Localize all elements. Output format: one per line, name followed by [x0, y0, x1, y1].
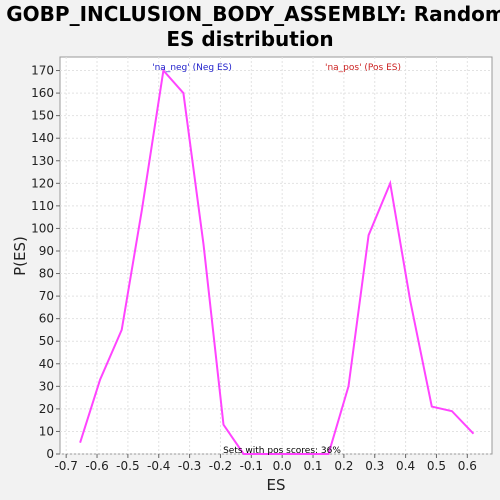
annotation-pos: 'na_pos' (Pos ES)	[325, 63, 401, 73]
y-tick-label: 140	[31, 131, 54, 145]
x-tick-label: -0.2	[209, 459, 232, 473]
x-tick-label: 0.4	[396, 459, 415, 473]
y-tick-label: 150	[31, 109, 54, 123]
y-tick-label: 10	[39, 424, 54, 438]
y-axis-ticks: 0 10 20 30 40 50 60 70 80 90 100 110 120 130 140 150 160…	[31, 64, 60, 461]
y-tick-label: 110	[31, 199, 54, 213]
y-tick-label: 120	[31, 176, 54, 190]
y-tick-label: 70	[39, 289, 54, 303]
y-tick-label: 60	[39, 312, 54, 326]
y-tick-label: 130	[31, 154, 54, 168]
x-tick-label: -0.3	[178, 459, 201, 473]
x-tick-label: -0.5	[116, 459, 139, 473]
x-tick-label: 0.5	[427, 459, 446, 473]
chart-title-line2: ES distribution	[166, 27, 333, 51]
x-tick-label: 0.2	[334, 459, 353, 473]
x-tick-label: 0.1	[303, 459, 322, 473]
plot-area	[59, 56, 493, 455]
y-tick-label: 90	[39, 244, 54, 258]
x-axis-ticks: -0.7 -0.6 -0.5 -0.4 -0.3 -0.2 -0.1 0.0 0.1 0.2 0.3…	[54, 454, 477, 473]
y-tick-label: 30	[39, 379, 54, 393]
y-tick-label: 40	[39, 357, 54, 371]
x-tick-label: 0.6	[458, 459, 477, 473]
chart-title-line1: GOBP_INCLUSION_BODY_ASSEMBLY: Random	[6, 2, 500, 26]
y-tick-label: 20	[39, 402, 54, 416]
x-tick-label: -0.7	[54, 459, 77, 473]
grid	[60, 57, 492, 455]
y-tick-label: 160	[31, 86, 54, 100]
x-tick-label: -0.4	[147, 459, 170, 473]
y-tick-label: 50	[39, 334, 54, 348]
x-tick-label: -0.1	[240, 459, 263, 473]
annotation-neg: 'na_neg' (Neg ES)	[152, 63, 232, 73]
y-tick-label: 100	[31, 221, 54, 235]
series-group	[79, 68, 475, 455]
y-tick-label: 170	[31, 64, 54, 78]
annotation-bottom: Sets with pos scores: 36%	[223, 446, 341, 456]
y-tick-label: 0	[46, 447, 54, 461]
y-axis-label: P(ES)	[11, 236, 29, 276]
series-line	[79, 68, 475, 455]
x-tick-label: 0.3	[365, 459, 384, 473]
x-tick-label: 0.0	[273, 459, 292, 473]
y-tick-label: 80	[39, 267, 54, 281]
x-axis-label: ES	[267, 476, 286, 494]
x-tick-label: -0.6	[85, 459, 108, 473]
